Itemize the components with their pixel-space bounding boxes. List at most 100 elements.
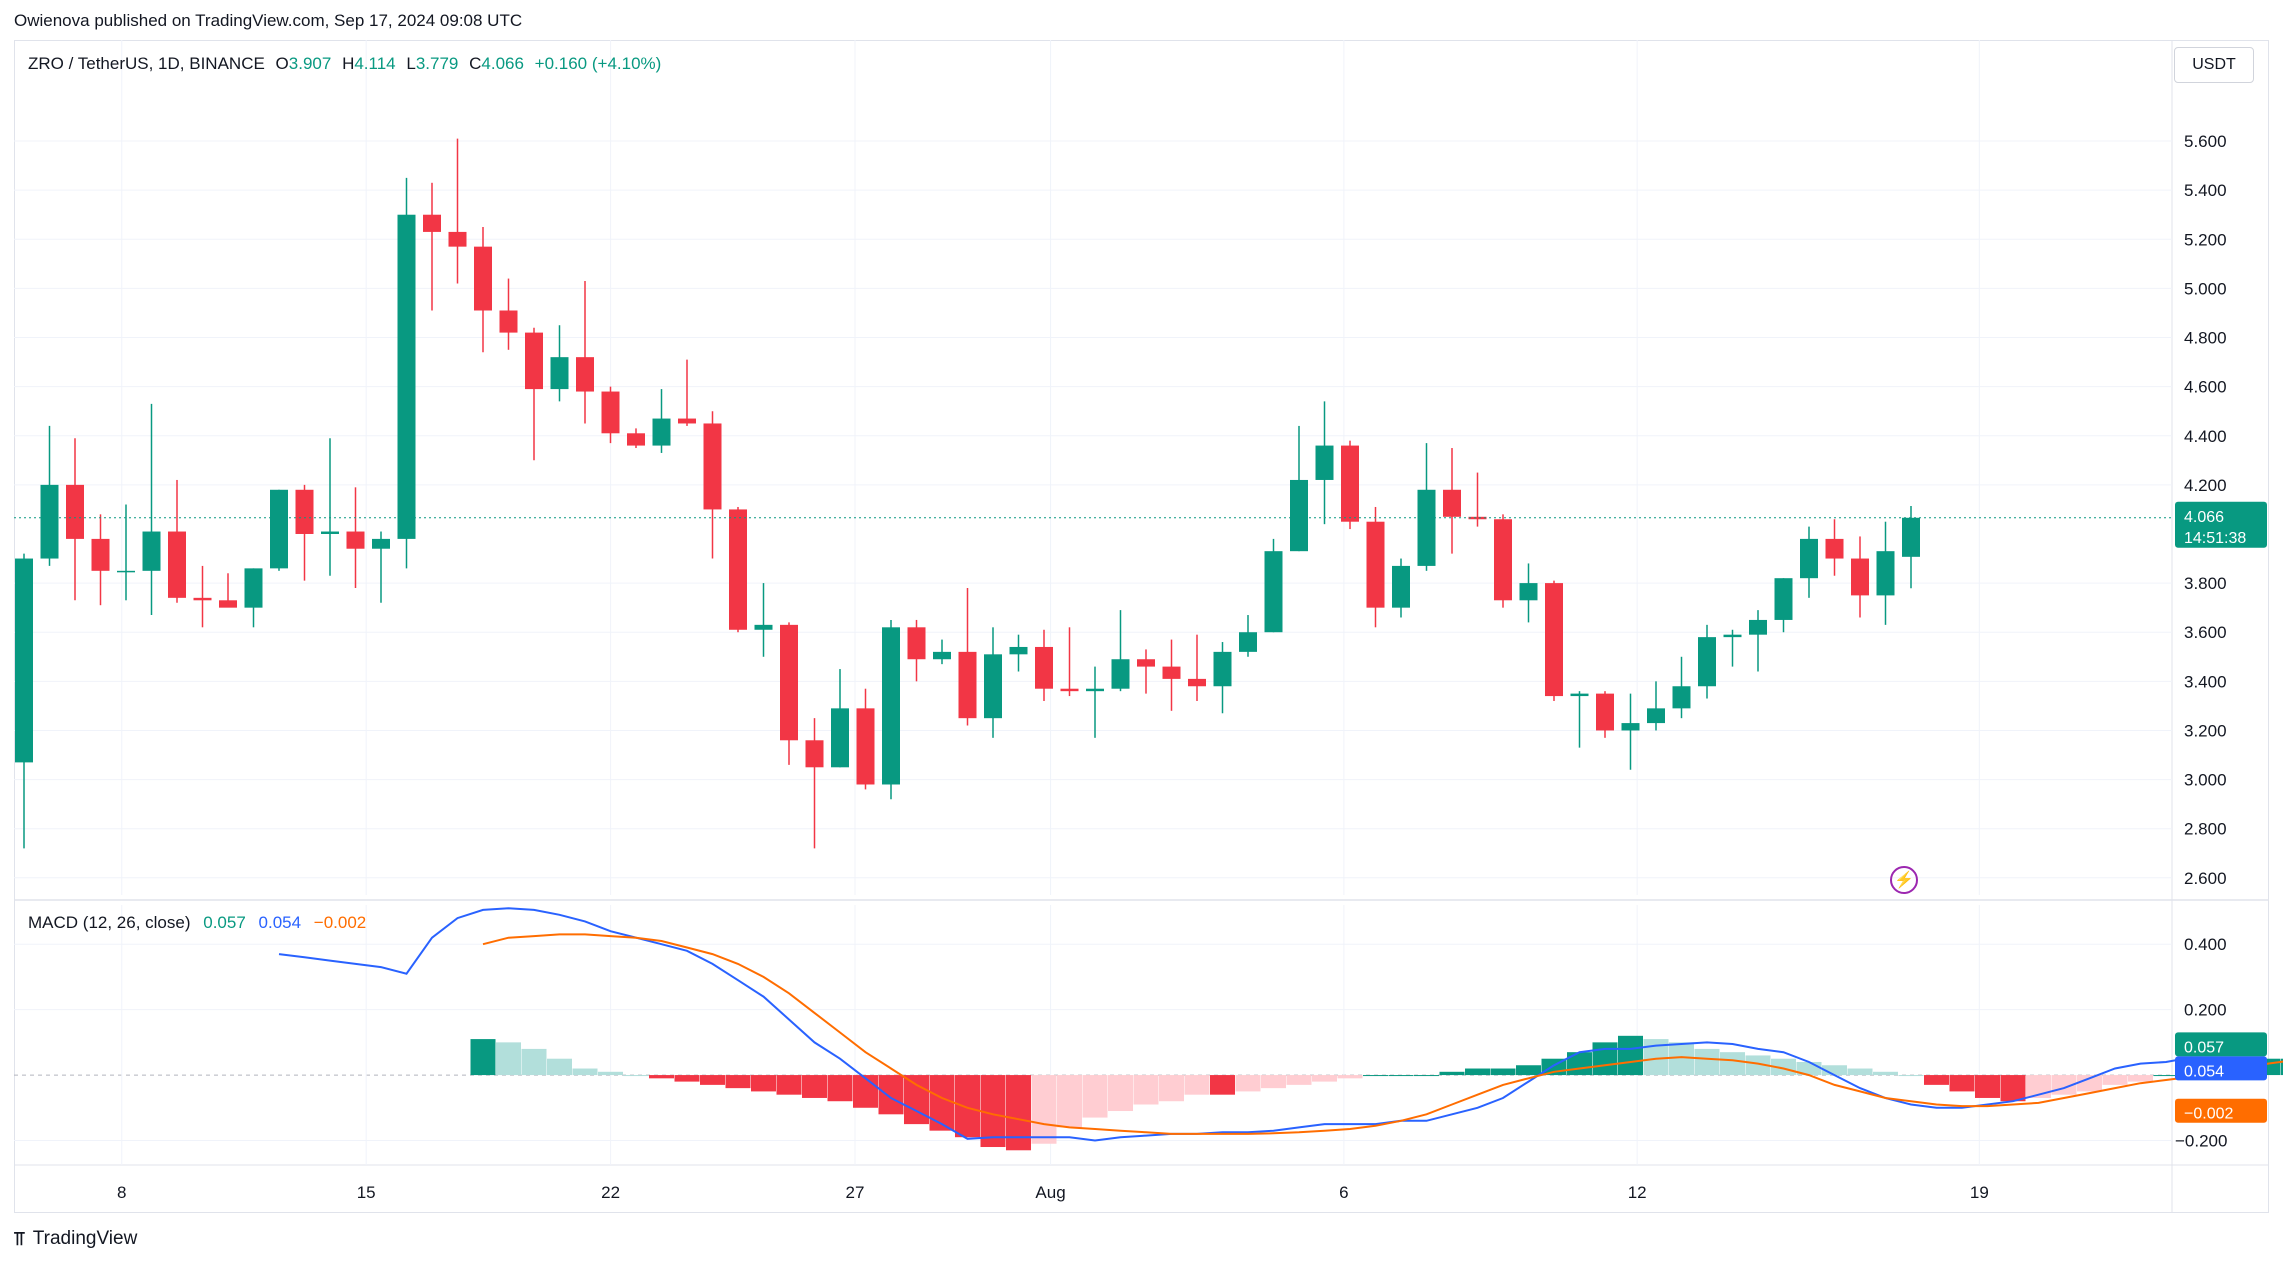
tradingview-brand[interactable]: ⫪ TradingView xyxy=(14,1228,137,1250)
histogram-bar xyxy=(1694,1048,1720,1076)
candle-body xyxy=(984,654,1002,719)
candle-body xyxy=(1519,583,1538,601)
price-tick-label: 4.200 xyxy=(2184,476,2227,495)
candle-body xyxy=(1647,708,1665,724)
histogram-bar xyxy=(929,1075,955,1131)
histogram-bar xyxy=(547,1058,572,1076)
price-tick-label: 3.600 xyxy=(2184,623,2227,642)
currency-button[interactable]: USDT xyxy=(2174,47,2254,83)
time-axis: 8152227Aug6121926Sep91623 xyxy=(117,1183,1989,1202)
candle-body xyxy=(1494,519,1512,601)
histogram-bar xyxy=(955,1075,980,1138)
candle-body xyxy=(907,627,926,660)
histogram-bar xyxy=(1286,1075,1312,1085)
candle-body xyxy=(244,568,263,608)
price-tick-label: 3.400 xyxy=(2184,672,2227,691)
last-price-tag xyxy=(2175,501,2267,548)
hist-value: −0.002 xyxy=(313,913,367,932)
price-tick-label: 2.800 xyxy=(2184,820,2227,839)
histogram-bar xyxy=(2281,1058,2283,1076)
price-axis: 5.600 5.400 5.200 5.000 4.800 4.600 4.400 4.200… xyxy=(2184,132,2227,888)
histogram-bar xyxy=(1184,1075,1210,1095)
price-tick-label: 3.200 xyxy=(2184,721,2227,740)
candle-body xyxy=(321,531,339,534)
candle-body xyxy=(856,708,875,785)
histogram-bar xyxy=(2000,1075,2026,1102)
price-tick-label: 4.400 xyxy=(2184,427,2227,446)
histogram-bar xyxy=(1133,1075,1159,1105)
histogram-bar xyxy=(853,1075,878,1108)
ohlc-low: L3.779 xyxy=(406,54,459,73)
candle-body xyxy=(448,231,467,247)
candle-body xyxy=(219,600,237,608)
price-tick-label: 5.600 xyxy=(2184,132,2227,151)
candle-body xyxy=(1366,521,1385,608)
histogram-bar xyxy=(1210,1075,1235,1095)
ohlc-high: H4.114 xyxy=(342,54,396,73)
symbol-legend[interactable]: ZRO / TetherUS, 1D, BINANCE O3.907 H4.11… xyxy=(28,54,667,74)
candle-body xyxy=(91,538,110,571)
candle-body xyxy=(346,531,365,549)
time-tick-label: 8 xyxy=(117,1183,126,1202)
histogram-bar xyxy=(674,1075,700,1082)
candle-body xyxy=(703,423,722,510)
macd-title: MACD (12, 26, close) xyxy=(28,913,191,932)
price-tags: 4.066 14:51:38 0.057 0.054 −0.002 xyxy=(2175,501,2267,1123)
histogram-bar xyxy=(1082,1075,1108,1118)
price-tick-label: 5.000 xyxy=(2184,279,2227,298)
time-tick-label: 6 xyxy=(1339,1183,1348,1202)
price-tick-label: 3.800 xyxy=(2184,574,2227,593)
candle-body xyxy=(1468,516,1487,520)
candle-body xyxy=(193,597,212,601)
candle-body xyxy=(1851,558,1869,596)
time-tick-label: 19 xyxy=(1970,1183,1989,1202)
histogram-bar xyxy=(751,1075,776,1092)
candle-body xyxy=(397,214,416,539)
ohlc-open: O3.907 xyxy=(275,54,332,73)
histogram-bar xyxy=(1618,1035,1643,1076)
macd-tick-label: 0.400 xyxy=(2184,935,2227,954)
candle-body xyxy=(1264,551,1283,633)
candle-body xyxy=(1902,517,1920,557)
histogram-bar xyxy=(1388,1075,1414,1077)
candle-body xyxy=(1035,646,1053,689)
candle-body xyxy=(1545,583,1563,697)
macd-legend[interactable]: MACD (12, 26, close) 0.057 0.054 −0.002 xyxy=(28,913,374,933)
histogram-bar xyxy=(1873,1071,1898,1076)
histogram-bar xyxy=(572,1068,598,1076)
histogram-bar xyxy=(2153,1075,2179,1077)
histogram-bar xyxy=(1822,1065,1847,1076)
histogram-bar xyxy=(1159,1075,1184,1102)
histogram-bar xyxy=(470,1039,496,1076)
candle-body xyxy=(780,624,798,741)
candle-body xyxy=(1392,565,1410,608)
macd-line-tag-text: 0.054 xyxy=(2184,1063,2224,1080)
price-tick-label: 2.600 xyxy=(2184,869,2227,888)
histogram-bar xyxy=(1006,1075,1031,1151)
candle-body xyxy=(958,651,977,719)
candles xyxy=(14,138,2172,849)
macd-histogram xyxy=(470,1035,2283,1151)
histogram-bar xyxy=(598,1071,623,1076)
macd-line xyxy=(278,907,2192,1142)
candle-body xyxy=(295,489,314,534)
candle-body xyxy=(652,418,671,446)
macd-hist-tag xyxy=(2175,1032,2267,1057)
histogram-bar xyxy=(700,1075,725,1085)
histogram-bar xyxy=(1414,1075,1439,1077)
lightning-icon[interactable]: ⚡ xyxy=(1890,866,1918,894)
histogram-bar xyxy=(1261,1075,1286,1089)
candle-body xyxy=(550,357,569,390)
publisher-header: Owienova published on TradingView.com, S… xyxy=(14,11,523,30)
histogram-bar xyxy=(802,1075,827,1098)
candle-body xyxy=(1723,634,1742,638)
candle-body xyxy=(117,570,135,573)
histogram-bar xyxy=(1592,1042,1618,1076)
candle-body xyxy=(1800,538,1818,579)
histogram-bar xyxy=(2128,1075,2153,1082)
histogram-bar xyxy=(1669,1042,1694,1076)
time-tick-label: 12 xyxy=(1628,1183,1647,1202)
signal-value: 0.054 xyxy=(258,913,302,932)
histogram-bar xyxy=(1312,1075,1337,1082)
